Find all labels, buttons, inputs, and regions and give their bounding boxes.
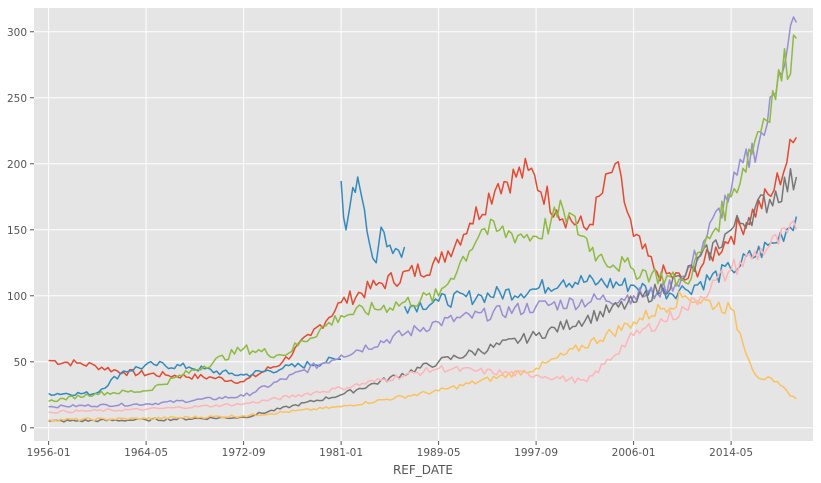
x-tick-label: 1981-01 <box>319 447 363 459</box>
x-axis-title: REF_DATE <box>393 463 453 477</box>
series-line-9 <box>48 220 798 414</box>
y-tick-label: 150 <box>7 225 27 237</box>
x-tick-label: 1964-05 <box>124 447 168 459</box>
series-line-3 <box>340 176 406 264</box>
y-tick-label: 300 <box>7 27 27 39</box>
y-tick-label: 200 <box>7 159 27 171</box>
series-line-7 <box>48 290 797 422</box>
plot-background <box>34 8 813 441</box>
series-line-1 <box>48 137 798 385</box>
x-tick-label: 1989-05 <box>417 447 461 459</box>
grid-lines <box>34 8 813 441</box>
series-line-4 <box>403 216 798 314</box>
y-tick-label: 0 <box>20 423 27 435</box>
series-line-8 <box>48 34 797 403</box>
y-axis: 0 50 100 150 200 250 300 <box>7 27 34 435</box>
plot-area <box>48 16 798 423</box>
x-tick-label: 2006-01 <box>612 447 656 459</box>
series-line-5 <box>48 16 798 409</box>
series-line-6 <box>48 168 798 423</box>
y-tick-label: 100 <box>7 291 27 303</box>
x-axis: 1956-01 1964-05 1972-09 1981-01 1989-05 1997-… <box>27 441 753 459</box>
x-tick-label: 1972-09 <box>222 447 266 459</box>
y-tick-label: 50 <box>14 357 27 369</box>
x-tick-label: 1956-01 <box>27 447 71 459</box>
x-tick-label: 1997-09 <box>514 447 558 459</box>
y-tick-label: 250 <box>7 93 27 105</box>
x-tick-label: 2014-05 <box>709 447 753 459</box>
